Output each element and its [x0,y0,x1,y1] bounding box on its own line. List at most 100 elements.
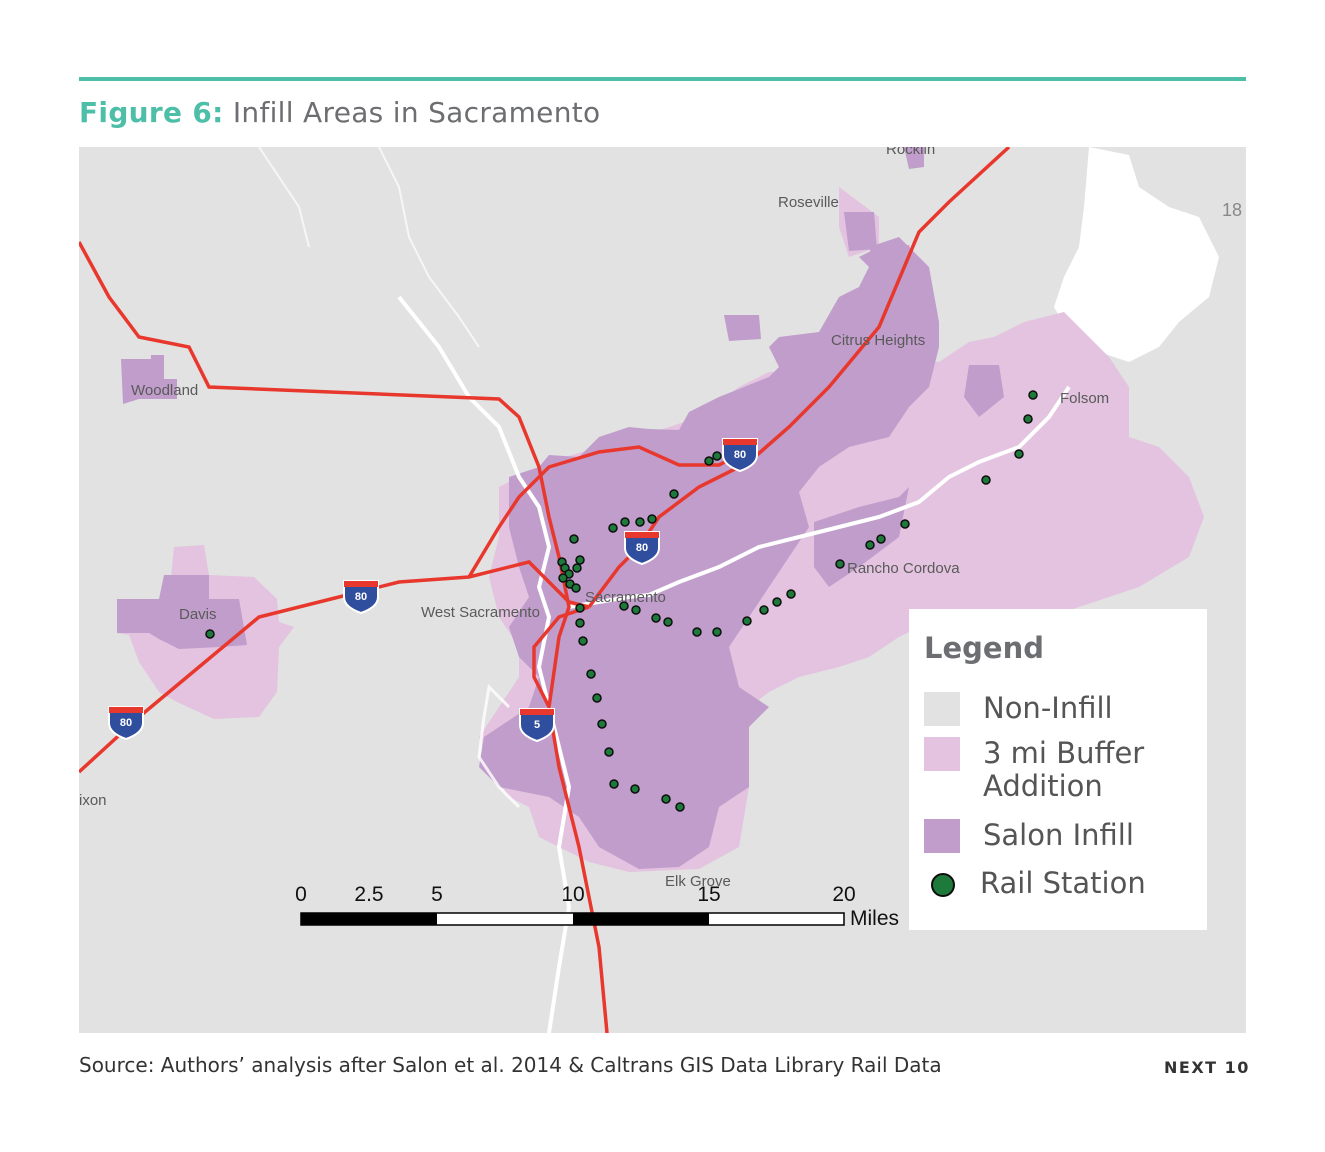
legend: Legend Non-Infill 3 mi Buffer Addition S… [909,609,1207,930]
shield-label: 5 [534,719,540,731]
rail-station [575,555,585,565]
rail-station [631,605,641,615]
rail-station [620,517,630,527]
rail-station [661,794,671,804]
scale-label: 10 [561,883,584,906]
shield-label: 80 [120,717,132,729]
rail-station [578,636,588,646]
figure-title: Figure 6: Infill Areas in Sacramento [79,96,600,129]
scale-label: 2.5 [354,883,383,906]
shield-label: 80 [636,542,648,554]
rail-station [704,456,714,466]
rail-station [609,779,619,789]
map-canvas: 80 80 80 80 5 [79,147,1246,1033]
rail-station [571,583,581,593]
infill-area-roseville [844,212,877,251]
place-label-davis: Davis [179,606,217,623]
rail-station [742,616,752,626]
figure-title-text: Infill Areas in Sacramento [232,96,601,129]
rail-stations [205,390,1038,812]
rail-station [1028,390,1038,400]
rail-station [619,601,629,611]
rail-station [900,519,910,529]
rail-station [647,514,657,524]
rail-station [692,627,702,637]
shield-i5: 5 [519,708,555,743]
place-label-rocklin: Rocklin [886,147,935,158]
rail-station [205,629,215,639]
rail-station [759,605,769,615]
place-label-folsom: Folsom [1060,390,1109,407]
shield-i80-3: 80 [343,580,379,615]
shield-i80-1: 80 [722,438,758,473]
legend-label: Non-Infill [983,691,1113,725]
rail-station [772,597,782,607]
legend-item-infill: Salon Infill [924,819,1203,853]
delta-channel [477,683,521,809]
place-label-elk-grove: Elk Grove [665,873,731,890]
scale-label: 15 [697,883,720,906]
highway-i80-business [532,605,590,708]
rail-station [630,784,640,794]
rail-station [586,669,596,679]
rail-station [558,573,568,583]
scale-label: 0 [295,883,307,906]
place-label-sacramento: Sacramento [585,589,666,606]
rail-station [865,540,875,550]
brand-label: NEXT 10 [1164,1058,1250,1077]
legend-swatch [924,692,960,726]
place-label-dixon: ixon [79,792,107,809]
shield-label: 80 [734,449,746,461]
infill-area-woodland [121,355,177,404]
scale-unit: Miles [850,907,899,930]
map: 80 80 80 80 5 [79,147,1246,1033]
legend-item-non-infill: Non-Infill [924,692,1203,726]
rail-station [835,559,845,569]
shield-label: 80 [355,591,367,603]
rail-station [981,475,991,485]
place-label-west-sacramento: West Sacramento [421,604,540,621]
place-label-rancho-cordova: Rancho Cordova [847,560,960,577]
rail-station [1023,414,1033,424]
rail-station [608,523,618,533]
rail-station [786,589,796,599]
folsom-lake [1054,147,1219,362]
figure-label: Figure 6: [79,96,224,129]
rail-station [597,719,607,729]
rail-station [663,617,673,627]
rail-station [635,517,645,527]
infill-area-rocklin [904,147,924,169]
rail-station [651,613,661,623]
infill-area-folsom [964,365,1004,417]
infill-area-citrus-heights [869,237,939,327]
rail-station [592,693,602,703]
legend-item-rail-station: Rail Station [924,867,1200,900]
place-label-roseville: Roseville [778,194,839,211]
american-river [568,385,1071,609]
place-label-18: 18 [1222,200,1242,220]
rail-station [572,563,582,573]
shield-i80-4: 80 [108,706,144,741]
legend-label: Rail Station [980,866,1146,900]
rail-station [876,534,886,544]
rail-station [604,747,614,757]
highway-i5 [79,241,609,1033]
scale-bar: 0 2.5 5 10 15 20 Miles [295,883,899,930]
rail-station [575,618,585,628]
rail-station [575,603,585,613]
legend-label: Salon Infill [983,818,1134,852]
infill-area-north [724,315,761,341]
secondary-stream [378,147,480,348]
rail-station [569,534,579,544]
legend-label: 3 mi Buffer Addition [983,736,1145,803]
header-rule [79,77,1246,81]
legend-swatch [924,819,960,853]
place-label-citrus-heights: Citrus Heights [831,332,925,349]
rail-station [669,489,679,499]
rail-station [675,802,685,812]
highway-us50 [467,445,745,578]
circle-marker-icon [931,873,955,897]
legend-item-buffer: 3 mi Buffer Addition [924,737,1203,803]
place-label-woodland: Woodland [131,382,198,399]
rail-station [712,627,722,637]
